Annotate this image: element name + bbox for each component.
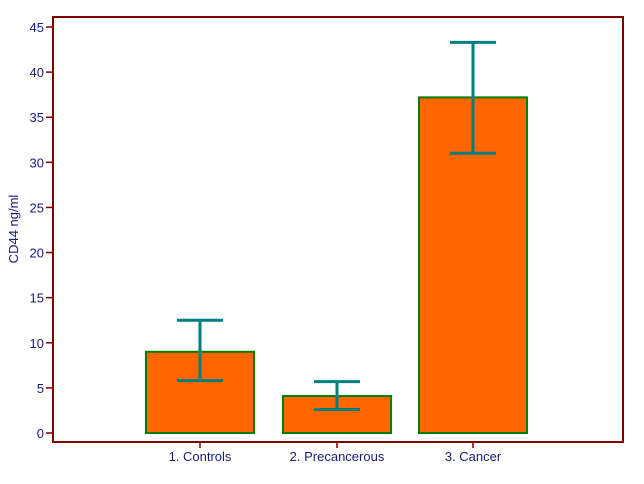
error-bars-group <box>177 40 496 412</box>
y-tick-label: 10 <box>30 336 44 351</box>
y-tick-label: 40 <box>30 65 44 80</box>
x-tick-label: 3. Cancer <box>445 449 502 464</box>
y-tick-label: 35 <box>30 110 44 125</box>
x-axis-ticks: 1. Controls 2. Precancerous 3. Cancer <box>169 442 502 464</box>
y-tick-label: 5 <box>37 381 44 396</box>
y-axis-label: CD44 ng/ml <box>6 195 21 264</box>
plot-frame <box>52 16 624 443</box>
x-tick-label: 2. Precancerous <box>290 449 385 464</box>
y-axis-ticks: 0 5 10 15 20 25 30 35 40 45 <box>30 20 53 441</box>
y-tick-label: 0 <box>37 426 44 441</box>
x-tick-label: 1. Controls <box>169 449 232 464</box>
bar <box>145 350 255 434</box>
y-tick-label: 15 <box>30 291 44 306</box>
y-tick-label: 45 <box>30 20 44 35</box>
y-tick-label: 20 <box>30 246 44 261</box>
y-tick-label: 25 <box>30 200 44 215</box>
y-tick-label: 30 <box>30 155 44 170</box>
